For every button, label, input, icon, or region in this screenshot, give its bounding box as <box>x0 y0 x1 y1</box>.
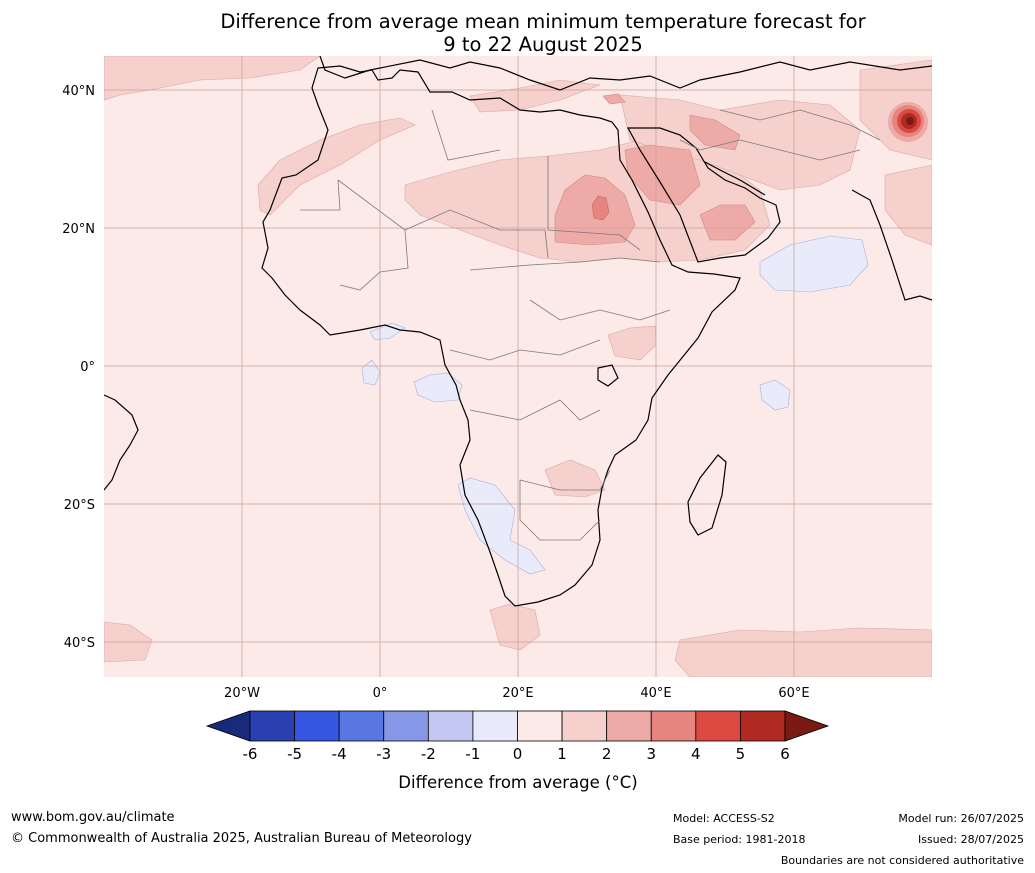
border-line-8 <box>519 469 611 491</box>
colorbar-segment <box>383 710 429 742</box>
colorbar-segment <box>561 710 608 742</box>
colorbar-segment <box>249 710 295 742</box>
lon-tick-label: 0° <box>373 686 388 701</box>
coastline-south-america <box>104 394 139 491</box>
map-title: Difference from average mean minimum tem… <box>104 10 982 56</box>
lon-tick-label: 40°E <box>640 686 671 701</box>
anomaly-region-mediterranean <box>469 79 601 113</box>
coastline-india <box>851 189 932 301</box>
colorbar-tick-label: -6 <box>243 745 258 763</box>
colorbar-label: Difference from average (°C) <box>398 773 637 792</box>
border-line-7 <box>469 399 601 421</box>
coastline-europe <box>319 56 932 91</box>
coastlines <box>104 56 932 607</box>
border-line-2 <box>431 109 501 161</box>
anomaly-region-southern-africa <box>544 459 606 498</box>
colorbar-tick-label: 4 <box>691 745 701 763</box>
coastline-persian-gulf <box>704 161 766 196</box>
border-line-13 <box>300 179 341 211</box>
colorbar-segment <box>606 710 652 742</box>
colorbar-tick-label: 5 <box>736 745 746 763</box>
colorbar-legend: -6 -5 -4 -3 -2 -1 0 1 2 3 4 5 6 <box>205 710 830 763</box>
footer-website[interactable]: www.bom.gov.au/climate <box>11 810 175 825</box>
lat-tick-label: 40°S <box>64 636 95 651</box>
anomaly-region-arabian-sea <box>759 235 869 293</box>
colorbar-segment <box>338 710 385 742</box>
lat-tick-label: 20°N <box>62 222 95 237</box>
map-gridlines <box>104 56 932 677</box>
anomaly-region-northwest-africa <box>257 117 416 216</box>
colorbar-segment <box>740 710 786 742</box>
anomaly-region-sudan-peak <box>591 195 610 221</box>
footer-copyright: © Commonwealth of Australia 2025, Austra… <box>11 831 472 846</box>
border-line-9 <box>519 480 601 541</box>
anomaly-region-iran-core <box>689 114 741 151</box>
border-line-1 <box>337 179 549 259</box>
colorbar-tick-label: 2 <box>602 745 612 763</box>
latitude-labels: 40°N 20°N 0° 20°S 40°S <box>62 84 95 651</box>
lon-tick-label: 20°W <box>224 686 260 701</box>
colorbar-tick-label: -2 <box>421 745 436 763</box>
lon-tick-label: 60°E <box>778 686 809 701</box>
hotspot-ring-5 <box>906 117 914 125</box>
colorbar-segment <box>695 710 741 742</box>
anomaly-region-namibia <box>457 477 546 575</box>
colorbar-extend-high <box>784 710 830 742</box>
colorbar-tick-label: -5 <box>287 745 302 763</box>
border-line-12 <box>719 109 881 141</box>
title-line-1: Difference from average mean minimum tem… <box>220 10 866 33</box>
border-line-11 <box>679 139 861 161</box>
anomaly-region-arabia-core <box>699 204 756 241</box>
coastline-africa <box>261 65 741 607</box>
colorbar-tick-label: -3 <box>376 745 391 763</box>
coastline-arabia <box>626 127 781 263</box>
coastline-madagascar <box>687 454 727 536</box>
title-line-2: 9 to 22 August 2025 <box>443 33 643 56</box>
anomaly-region-turkey-core <box>602 93 626 105</box>
footer-disclaimer: Boundaries are not considered authoritat… <box>780 854 1024 867</box>
anomaly-region-india <box>884 164 932 246</box>
footer-base-period: Base period: 1981-2018 <box>673 833 806 846</box>
footer-model: Model: ACCESS-S2 <box>673 812 775 825</box>
colorbar-tick-label: 3 <box>646 745 656 763</box>
colorbar-tick-label: -1 <box>465 745 480 763</box>
colorbar-segment <box>650 710 697 742</box>
anomaly-region-indian-ocean <box>759 379 791 411</box>
colorbar-tick-label: 6 <box>780 745 790 763</box>
border-line-5 <box>469 257 661 271</box>
anomaly-region-north-atlantic <box>104 56 321 101</box>
lat-tick-label: 0° <box>80 360 95 375</box>
colorbar-tick-label: -4 <box>332 745 347 763</box>
colorbar-tick-label: 1 <box>557 745 567 763</box>
anomaly-regions <box>104 56 932 677</box>
colorbar-segment <box>472 710 518 742</box>
country-borders <box>300 109 881 541</box>
border-line-10 <box>529 299 671 321</box>
footer-issued: Issued: 28/07/2025 <box>917 833 1024 846</box>
colorbar-segment <box>294 710 340 742</box>
colorbar-segment <box>517 710 563 742</box>
lon-tick-label: 20°E <box>502 686 533 701</box>
anomaly-region-south-africa-coast <box>489 603 541 651</box>
anomaly-region-gulf-of-guinea <box>413 372 463 403</box>
border-line-6 <box>449 339 601 361</box>
border-line-4 <box>339 229 409 291</box>
coastline-lake-victoria <box>597 364 619 387</box>
colorbar-extend-low <box>205 710 251 742</box>
longitude-labels: 20°W 0° 20°E 40°E 60°E <box>224 686 810 701</box>
anomaly-region-guinea-coast <box>369 322 406 341</box>
lat-tick-label: 40°N <box>62 84 95 99</box>
colorbar-segment <box>427 710 474 742</box>
border-line-3 <box>547 156 641 251</box>
footer-model-run: Model run: 26/07/2025 <box>898 812 1024 825</box>
lat-tick-label: 20°S <box>64 498 95 513</box>
colorbar-tick-label: 0 <box>513 745 523 763</box>
anomaly-region-southern-ocean-east <box>674 627 932 677</box>
